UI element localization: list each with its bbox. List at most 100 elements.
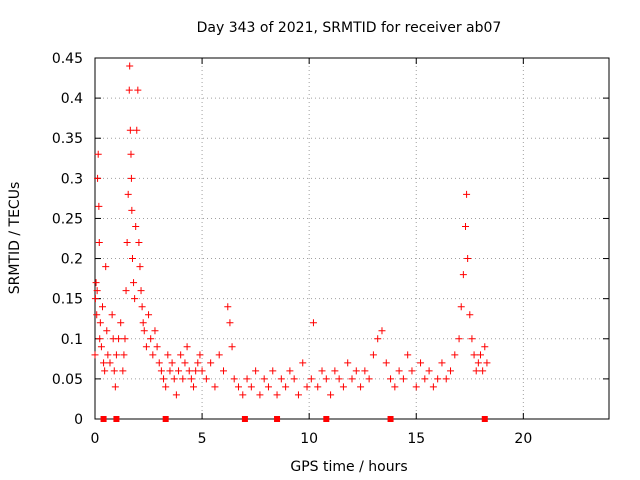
data-point bbox=[335, 375, 343, 383]
data-point bbox=[103, 327, 111, 335]
data-point bbox=[202, 375, 210, 383]
data-point bbox=[162, 383, 170, 391]
zero-marker bbox=[274, 416, 281, 422]
x-axis-label: GPS time / hours bbox=[290, 459, 407, 475]
data-point bbox=[177, 351, 185, 359]
data-point bbox=[91, 351, 99, 359]
data-point bbox=[459, 271, 467, 279]
data-point bbox=[101, 367, 109, 375]
data-point bbox=[94, 174, 102, 182]
data-point bbox=[166, 367, 174, 375]
data-point bbox=[387, 375, 395, 383]
data-point bbox=[239, 391, 247, 399]
data-point bbox=[155, 359, 163, 367]
data-point bbox=[185, 367, 193, 375]
data-point bbox=[192, 367, 200, 375]
y-tick-label: 0.25 bbox=[52, 211, 83, 227]
data-point bbox=[457, 303, 465, 311]
data-point bbox=[115, 335, 123, 343]
data-point bbox=[447, 367, 455, 375]
data-point bbox=[138, 303, 146, 311]
zero-marker bbox=[323, 416, 330, 422]
data-point bbox=[127, 150, 135, 158]
data-point bbox=[130, 279, 138, 287]
data-point bbox=[395, 367, 403, 375]
data-point bbox=[256, 391, 264, 399]
data-point bbox=[429, 383, 437, 391]
data-point bbox=[123, 239, 131, 247]
data-point bbox=[190, 383, 198, 391]
data-point bbox=[464, 255, 472, 263]
data-point bbox=[132, 222, 140, 230]
data-point bbox=[331, 367, 339, 375]
data-point bbox=[374, 335, 382, 343]
y-tick-label: 0 bbox=[74, 412, 83, 428]
x-tick-label: 20 bbox=[514, 431, 532, 447]
data-point bbox=[438, 359, 446, 367]
data-point bbox=[92, 279, 100, 287]
data-point bbox=[348, 375, 356, 383]
data-point bbox=[442, 375, 450, 383]
data-point bbox=[234, 383, 242, 391]
data-point bbox=[170, 375, 178, 383]
data-point bbox=[309, 319, 317, 327]
y-axis-label: SRMTID / TECUs bbox=[7, 182, 23, 295]
data-point bbox=[117, 319, 125, 327]
data-point bbox=[96, 335, 104, 343]
data-point bbox=[147, 335, 155, 343]
data-point bbox=[122, 287, 130, 295]
axis-ticks: 0 5 10 15 20 0 0.05 0.1 0.15 0.2 0.25 0.3 0.35 0.4 0.4… bbox=[52, 51, 609, 447]
data-point bbox=[136, 263, 144, 271]
data-point bbox=[126, 126, 134, 134]
data-point bbox=[157, 367, 165, 375]
data-point bbox=[412, 383, 420, 391]
data-point bbox=[294, 391, 302, 399]
data-point bbox=[126, 62, 134, 70]
x-tick-label: 15 bbox=[407, 431, 425, 447]
data-point bbox=[479, 367, 487, 375]
data-point bbox=[481, 343, 489, 351]
data-point bbox=[111, 383, 119, 391]
y-tick-label: 0.35 bbox=[52, 131, 83, 147]
data-point bbox=[243, 375, 251, 383]
data-point bbox=[273, 391, 281, 399]
data-point bbox=[434, 375, 442, 383]
data-point bbox=[104, 351, 112, 359]
data-point bbox=[226, 319, 234, 327]
data-point bbox=[421, 375, 429, 383]
data-point bbox=[474, 359, 482, 367]
data-point bbox=[224, 303, 232, 311]
data-point bbox=[140, 327, 148, 335]
data-point bbox=[369, 351, 377, 359]
data-point bbox=[282, 383, 290, 391]
data-point bbox=[468, 335, 476, 343]
data-point bbox=[164, 351, 172, 359]
data-point bbox=[110, 367, 118, 375]
data-point bbox=[125, 86, 133, 94]
data-point bbox=[260, 375, 268, 383]
data-point bbox=[391, 383, 399, 391]
data-point bbox=[175, 367, 183, 375]
x-tick-label: 0 bbox=[91, 431, 100, 447]
data-point bbox=[466, 311, 474, 319]
data-point bbox=[98, 303, 106, 311]
data-point bbox=[94, 150, 102, 158]
data-point bbox=[472, 367, 480, 375]
data-point bbox=[451, 351, 459, 359]
data-point bbox=[95, 202, 103, 210]
data-point bbox=[477, 351, 484, 359]
zero-marker bbox=[162, 416, 169, 422]
data-point bbox=[93, 287, 101, 295]
data-point bbox=[455, 335, 463, 343]
data-point bbox=[417, 359, 425, 367]
y-tick-label: 0.1 bbox=[61, 332, 83, 348]
x-tick-label: 10 bbox=[300, 431, 318, 447]
data-point bbox=[181, 359, 189, 367]
data-point bbox=[303, 383, 311, 391]
y-tick-label: 0.3 bbox=[61, 171, 83, 187]
data-point bbox=[462, 222, 470, 230]
data-point bbox=[106, 359, 114, 367]
data-point bbox=[179, 375, 187, 383]
data-point bbox=[133, 126, 141, 134]
data-point bbox=[135, 239, 143, 247]
